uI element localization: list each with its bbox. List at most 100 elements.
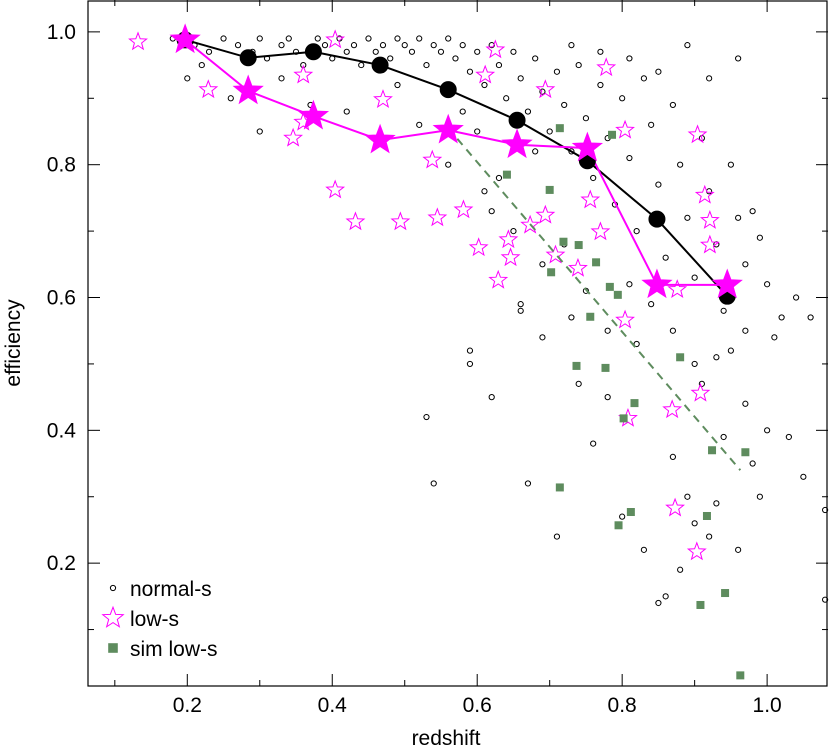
point <box>575 61 582 69</box>
point <box>500 247 521 267</box>
point <box>256 35 263 42</box>
legend-label: sim low-s <box>130 638 218 661</box>
trend-line <box>184 38 728 297</box>
point <box>423 61 430 69</box>
point <box>641 268 673 299</box>
point <box>422 149 443 169</box>
point <box>358 61 365 69</box>
point <box>662 254 669 261</box>
point <box>571 131 603 162</box>
point <box>615 309 635 329</box>
point <box>502 170 511 179</box>
point <box>742 261 749 268</box>
point <box>648 210 666 228</box>
point <box>453 199 474 219</box>
legend-marker <box>101 605 125 628</box>
legend-marker <box>109 584 117 592</box>
point <box>256 128 263 135</box>
point <box>698 380 705 387</box>
point <box>517 75 524 82</box>
point <box>626 508 635 517</box>
point <box>691 274 698 281</box>
point <box>677 566 684 573</box>
series <box>169 35 829 607</box>
point <box>416 121 423 128</box>
point <box>749 460 756 467</box>
point <box>488 208 495 215</box>
x-tick-label: 0.2 <box>173 694 202 717</box>
point <box>785 433 792 441</box>
point <box>630 399 639 408</box>
point <box>800 473 807 480</box>
point <box>439 81 457 99</box>
point <box>702 511 711 520</box>
point <box>314 35 321 42</box>
point <box>553 68 561 75</box>
x-tick-label: 1.0 <box>753 694 782 717</box>
y-tick-label: 0.4 <box>47 419 77 442</box>
point <box>198 79 219 99</box>
point <box>325 179 346 199</box>
series <box>128 29 720 561</box>
point <box>445 35 452 42</box>
point <box>373 89 393 109</box>
legend: normal-s low-s sim low-s <box>101 578 218 661</box>
point <box>669 327 676 334</box>
point <box>691 520 698 527</box>
point <box>735 55 742 62</box>
point <box>466 360 474 368</box>
point <box>481 81 488 89</box>
point <box>633 228 640 235</box>
point <box>555 483 564 492</box>
point <box>807 314 814 321</box>
point <box>597 81 604 89</box>
point <box>321 42 329 49</box>
point <box>468 237 489 257</box>
point <box>655 68 662 75</box>
point <box>655 181 662 188</box>
point <box>510 48 517 55</box>
y-tick-label: 0.8 <box>47 154 76 177</box>
point <box>640 546 648 553</box>
series <box>502 124 750 680</box>
point <box>205 48 213 55</box>
point <box>615 119 635 139</box>
point <box>432 113 464 144</box>
point <box>749 208 756 215</box>
point <box>721 589 730 598</box>
point <box>437 48 445 55</box>
point <box>822 596 829 603</box>
point <box>539 334 546 341</box>
point <box>735 546 742 553</box>
point <box>545 185 554 194</box>
point <box>325 29 346 49</box>
point <box>350 42 358 49</box>
point <box>580 189 601 209</box>
point <box>232 74 264 105</box>
point <box>430 480 437 487</box>
point <box>572 361 581 370</box>
point <box>684 493 691 500</box>
point <box>547 268 556 277</box>
point <box>283 127 304 147</box>
point <box>626 154 633 162</box>
point <box>343 108 350 115</box>
point <box>501 128 533 159</box>
point <box>590 440 597 447</box>
point <box>586 312 595 321</box>
point <box>568 42 575 49</box>
point <box>364 123 396 154</box>
point <box>184 75 191 82</box>
point <box>510 228 517 235</box>
point <box>771 334 778 341</box>
point <box>677 161 684 168</box>
point <box>495 61 503 69</box>
point <box>596 57 617 77</box>
point <box>508 111 526 129</box>
point <box>793 294 800 301</box>
point <box>619 414 628 423</box>
point <box>696 600 705 609</box>
point <box>532 55 539 62</box>
point <box>408 48 416 55</box>
point <box>297 99 330 130</box>
